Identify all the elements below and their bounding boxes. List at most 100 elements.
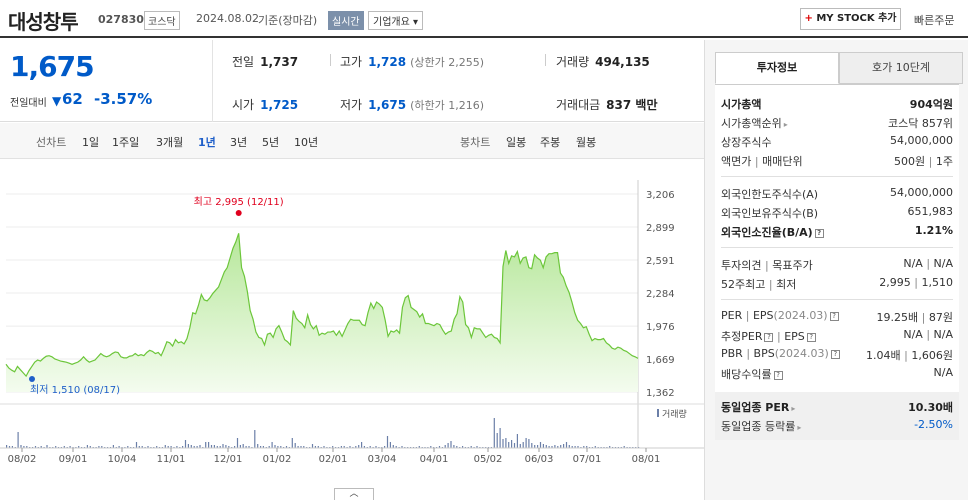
period-10y[interactable]: 10년	[294, 136, 319, 149]
volume-bar	[317, 446, 319, 448]
foreign-hold-value: 651,983	[907, 205, 954, 218]
base-date: 2024.08.02	[196, 12, 259, 25]
volume-bar	[542, 444, 544, 448]
period-5y[interactable]: 5년	[262, 136, 280, 149]
period-1d[interactable]: 1일	[82, 136, 100, 149]
help-icon[interactable]: ?	[814, 229, 824, 238]
foreign-hold-label: 외국인보유주식수(B)	[721, 207, 819, 220]
industry-rate-label[interactable]: 동일업종 등락률 ▸	[721, 418, 801, 434]
dividend-label-text: 배당수익률	[721, 368, 772, 381]
label-sep: |	[746, 347, 751, 360]
upper-limit: (상한가 2,255)	[410, 56, 484, 69]
period-3y[interactable]: 3년	[230, 136, 248, 149]
volume-bar	[11, 446, 13, 448]
opinion-label: 투자의견 | 목표주가	[721, 257, 813, 273]
help-icon[interactable]: ?	[806, 333, 816, 342]
realtime-button[interactable]: 실시간	[328, 11, 364, 30]
value-sep: |	[904, 349, 908, 362]
low-marker	[29, 376, 35, 382]
industry-rate-label-text: 동일업종 등락률	[721, 420, 796, 433]
period-1w[interactable]: 1주일	[112, 136, 140, 149]
volume-bar	[277, 446, 279, 448]
foreign-ratio-value: 1.21%	[914, 224, 953, 237]
volume-bar	[127, 446, 129, 448]
pbr-label: PBR | BPS(2024.03)?	[721, 347, 840, 360]
volume-bar	[184, 440, 187, 448]
volume-bar	[343, 446, 345, 448]
per-label: PER | EPS(2024.03)?	[721, 309, 839, 322]
volume-bar	[242, 444, 244, 448]
volume-bar	[496, 433, 498, 448]
market-cap-value: 904억원	[909, 98, 953, 111]
pbr-label-text: PBR	[721, 347, 743, 360]
volume-bar	[147, 446, 149, 448]
volume-bar	[462, 446, 464, 448]
my-stock-add-button[interactable]: + MY STOCK 추가	[800, 8, 901, 30]
chart-expand-button[interactable]: ︿	[334, 488, 374, 500]
candle-daily[interactable]: 일봉	[506, 136, 527, 149]
change-value: 62	[62, 90, 83, 108]
tab-invest-info[interactable]: 투자정보	[715, 52, 839, 84]
volume-bar	[285, 446, 288, 448]
w52-row: 52주최고 | 최저 2,995 | 1,510	[721, 276, 953, 294]
volume-bar	[190, 445, 192, 448]
volume-bar	[234, 446, 236, 448]
market-badge: 코스닥	[144, 11, 180, 30]
volume-bar	[300, 446, 302, 448]
candle-weekly[interactable]: 주봉	[540, 136, 561, 149]
volume-label: 거래량	[662, 408, 687, 420]
invest-info-table: 시가총액 904억원 시가총액순위 ▸ 코스닥 857위 상장주식수 54,000,00…	[715, 84, 959, 440]
volume-bar	[20, 445, 22, 448]
x-tick-label: 06/03	[525, 454, 554, 465]
volume-bar	[470, 446, 472, 448]
volume-bar	[141, 446, 143, 448]
volume-bar	[623, 446, 625, 448]
period-3m[interactable]: 3개월	[156, 136, 184, 149]
volume-bar	[40, 446, 42, 448]
volume-bar	[476, 446, 478, 448]
label-sep: |	[768, 278, 773, 291]
candle-monthly[interactable]: 월봉	[576, 136, 597, 149]
volume-bar	[519, 444, 521, 448]
shares-row: 상장주식수 54,000,000	[721, 134, 953, 152]
volume-bar	[493, 418, 495, 448]
price-chart[interactable]: 3,206 2,899 2,591 2,284 1,976 1,669 1,362 최고 2,…	[0, 160, 704, 500]
volume-bar	[112, 445, 114, 448]
base-status: 기준(장마감)	[258, 14, 318, 27]
help-icon[interactable]: ?	[830, 350, 840, 359]
low-label: 저가	[340, 98, 363, 112]
company-info-dropdown[interactable]: 기업개요 ▾	[368, 11, 424, 30]
industry-per-label[interactable]: 동일업종 PER ▸	[721, 399, 795, 415]
industry-box: 동일업종 PER ▸ 10.30배 동일업종 등락률 ▸ -2.50%	[715, 392, 959, 440]
opinion-value: N/A | N/A	[903, 257, 953, 270]
x-tick-label: 04/01	[420, 454, 449, 465]
volume-bar	[395, 446, 397, 448]
period-1y[interactable]: 1년	[198, 136, 216, 149]
foreign-limit-value: 54,000,000	[890, 186, 953, 199]
volume-bar	[565, 442, 568, 448]
label-sep: |	[754, 155, 759, 168]
change-label: 전일대비	[10, 98, 47, 109]
tab-order-book[interactable]: 호가 10단계	[839, 52, 963, 84]
help-icon[interactable]: ?	[764, 333, 774, 342]
invest-info-panel: 투자정보 호가 10단계 시가총액 904억원 시가총액순위 ▸ 코스닥 857위 상…	[704, 40, 968, 500]
bps-year: (2024.03)	[774, 347, 829, 360]
help-icon[interactable]: ?	[829, 312, 839, 321]
rank-label-text: 시가총액순위	[721, 117, 782, 130]
x-tick-label: 12/01	[214, 454, 243, 465]
volume-bar	[531, 443, 533, 448]
volume-bar	[135, 442, 138, 448]
quick-order-link[interactable]: 빠른주문	[914, 14, 955, 27]
volume-bar	[208, 442, 210, 448]
stock-code: 027830	[98, 13, 144, 26]
bps-label-text: BPS	[753, 347, 775, 360]
x-tick-label: 01/02	[263, 454, 292, 465]
volume-bar	[586, 446, 588, 448]
volume-bar	[262, 446, 264, 448]
dividend-row: 배당수익률? N/A	[721, 366, 953, 384]
volume-bar	[271, 442, 273, 448]
open-label: 시가	[232, 98, 255, 112]
help-icon[interactable]: ?	[773, 371, 783, 380]
open-cell: 시가 1,725	[232, 96, 298, 113]
volume-bar	[563, 444, 565, 448]
